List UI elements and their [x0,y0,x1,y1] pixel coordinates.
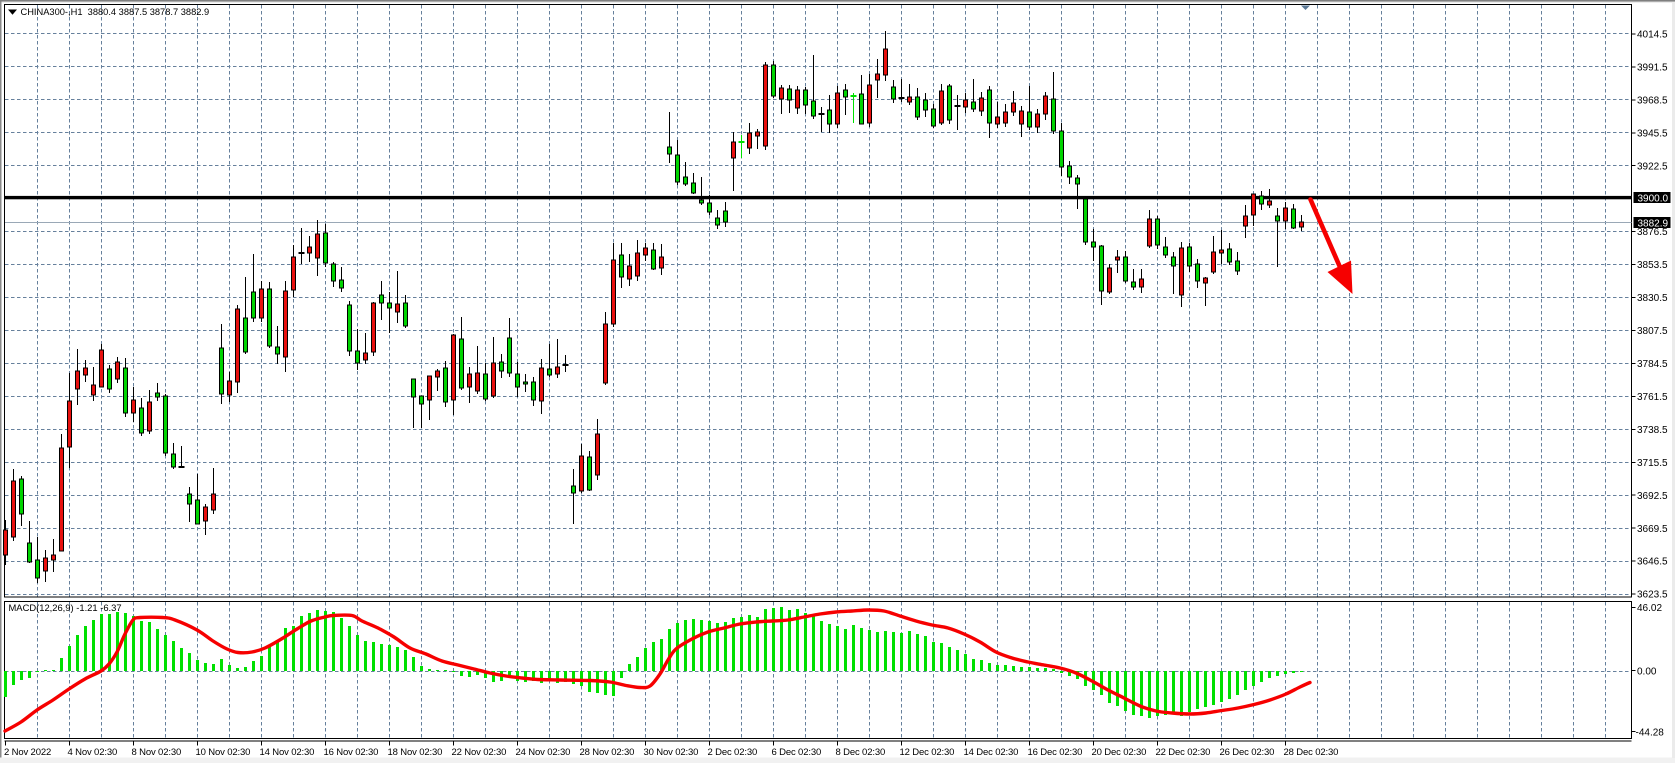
svg-text:3968.5: 3968.5 [1637,95,1668,106]
svg-text:3830.5: 3830.5 [1637,293,1668,304]
svg-text:22 Dec 02:30: 22 Dec 02:30 [1156,747,1211,758]
svg-text:12 Dec 02:30: 12 Dec 02:30 [900,747,955,758]
svg-text:10 Nov 02:30: 10 Nov 02:30 [196,747,251,758]
svg-text:3853.5: 3853.5 [1637,260,1668,271]
svg-text:16 Nov 02:30: 16 Nov 02:30 [324,747,379,758]
svg-text:3623.5: 3623.5 [1637,590,1668,601]
svg-text:3738.5: 3738.5 [1637,425,1668,436]
svg-text:3882.9: 3882.9 [1638,219,1669,230]
svg-text:3876.5: 3876.5 [1637,227,1668,238]
svg-text:16 Dec 02:30: 16 Dec 02:30 [1028,747,1083,758]
svg-text:2 Nov 2022: 2 Nov 2022 [4,747,51,758]
svg-text:3922.5: 3922.5 [1637,161,1668,172]
svg-text:14 Dec 02:30: 14 Dec 02:30 [964,747,1019,758]
svg-text:8 Dec 02:30: 8 Dec 02:30 [836,747,886,758]
svg-text:MACD(12,26,9) -1.21 -6.37: MACD(12,26,9) -1.21 -6.37 [9,602,122,613]
svg-text:3900.0: 3900.0 [1638,194,1669,205]
svg-text:4 Nov 02:30: 4 Nov 02:30 [68,747,118,758]
svg-text:8 Nov 02:30: 8 Nov 02:30 [132,747,182,758]
svg-text:CHINA300-,H1 3880.4 3887.5 38: CHINA300-,H1 3880.4 3887.5 3878.7 3882.9 [21,7,210,17]
svg-text:46.02: 46.02 [1637,603,1662,614]
svg-text:4014.5: 4014.5 [1637,30,1668,41]
svg-text:24 Nov 02:30: 24 Nov 02:30 [516,747,571,758]
svg-text:3715.5: 3715.5 [1637,458,1668,469]
svg-text:18 Nov 02:30: 18 Nov 02:30 [388,747,443,758]
svg-text:3784.5: 3784.5 [1637,359,1668,370]
svg-text:-44.28: -44.28 [1636,727,1665,738]
svg-text:3692.5: 3692.5 [1637,491,1668,502]
svg-text:3761.5: 3761.5 [1637,392,1668,403]
svg-text:26 Dec 02:30: 26 Dec 02:30 [1220,747,1275,758]
svg-text:3646.5: 3646.5 [1637,557,1668,568]
svg-text:20 Dec 02:30: 20 Dec 02:30 [1092,747,1147,758]
svg-text:3991.5: 3991.5 [1637,63,1668,74]
svg-text:2 Dec 02:30: 2 Dec 02:30 [708,747,758,758]
svg-text:28 Nov 02:30: 28 Nov 02:30 [580,747,635,758]
svg-text:30 Nov 02:30: 30 Nov 02:30 [644,747,699,758]
svg-text:3945.5: 3945.5 [1637,128,1668,139]
svg-text:14 Nov 02:30: 14 Nov 02:30 [260,747,315,758]
svg-text:6 Dec 02:30: 6 Dec 02:30 [772,747,822,758]
svg-text:22 Nov 02:30: 22 Nov 02:30 [452,747,507,758]
svg-text:0.00: 0.00 [1637,666,1657,677]
svg-text:3669.5: 3669.5 [1637,524,1668,535]
svg-text:28 Dec 02:30: 28 Dec 02:30 [1284,747,1339,758]
svg-text:3807.5: 3807.5 [1637,326,1668,337]
